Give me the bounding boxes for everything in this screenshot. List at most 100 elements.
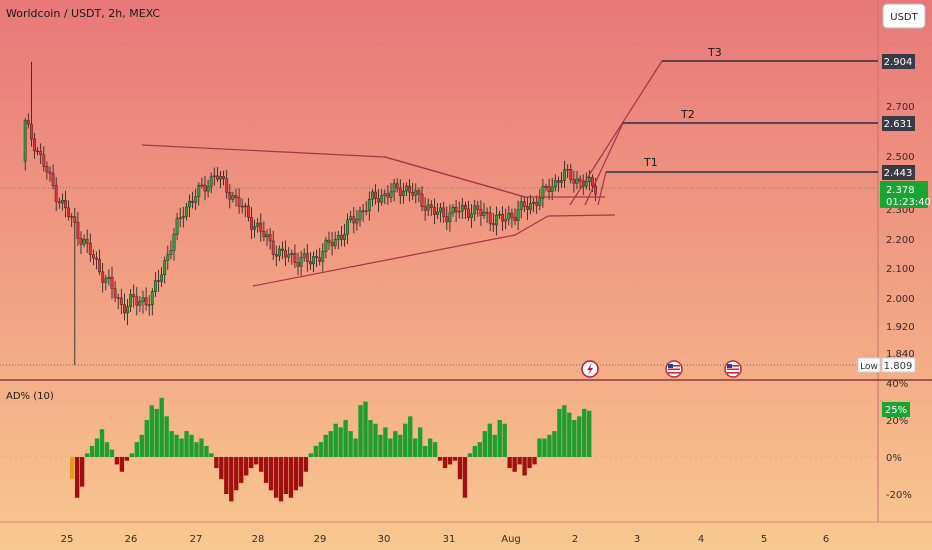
- time-axis[interactable]: 25 26 27 28 29 30 31 Aug 2 3 4 5 6: [61, 534, 830, 545]
- candle: [57, 197, 61, 209]
- candle-body: [253, 226, 256, 230]
- indicator-bar: [462, 457, 468, 498]
- indicator-bar: [134, 442, 139, 457]
- time-axis-label: 3: [634, 534, 640, 545]
- candle: [414, 183, 418, 204]
- candle-body: [26, 120, 30, 125]
- candle-body: [57, 201, 61, 204]
- candle: [169, 240, 173, 260]
- candle-body: [343, 233, 346, 240]
- us-flag-icon[interactable]: [665, 360, 683, 378]
- indicator-bar: [547, 434, 552, 457]
- candle: [349, 210, 353, 223]
- candle: [355, 209, 359, 231]
- candle: [70, 213, 74, 228]
- candle: [160, 267, 163, 288]
- indicator-tick-label: 0%: [886, 453, 902, 464]
- us-flag-icon[interactable]: [724, 360, 742, 378]
- candle: [544, 183, 548, 192]
- candle-body: [467, 208, 470, 218]
- candle: [352, 206, 356, 234]
- indicator-scale[interactable]: 40% 20% 0% -20%: [886, 379, 912, 501]
- candle-body: [240, 205, 244, 208]
- projection-line-t2[interactable]: [584, 122, 624, 206]
- candle-body: [569, 169, 573, 180]
- candle: [268, 227, 272, 250]
- candle-body: [411, 192, 415, 196]
- candle: [126, 299, 129, 326]
- candle-body: [284, 250, 287, 258]
- candle: [395, 178, 399, 193]
- candle-body: [290, 253, 294, 255]
- candle: [498, 210, 501, 219]
- candle-body: [178, 217, 182, 220]
- candle: [575, 170, 579, 190]
- candle: [402, 182, 405, 204]
- candle: [132, 284, 136, 308]
- candle-body: [262, 231, 266, 238]
- event-icons[interactable]: [581, 360, 742, 378]
- indicator-bar: [403, 423, 408, 457]
- candle: [166, 245, 170, 270]
- trendlines[interactable]: [141, 60, 663, 287]
- candle: [488, 206, 492, 232]
- target-badge-t3-value: 2.904: [884, 57, 913, 68]
- indicator-bar: [229, 457, 234, 502]
- candle-body: [392, 183, 396, 193]
- candle-body: [147, 304, 151, 307]
- candle-body: [541, 186, 545, 199]
- candle-body: [274, 254, 278, 257]
- candle-body: [457, 210, 461, 213]
- indicator-bar: [253, 457, 259, 465]
- candle-body: [426, 204, 430, 211]
- candle: [532, 197, 536, 213]
- indicator-bar: [74, 457, 80, 498]
- indicator-bar: [482, 431, 487, 457]
- indicator-bar: [263, 457, 269, 483]
- candle: [584, 172, 588, 190]
- support-segment[interactable]: [547, 214, 616, 217]
- indicator-bar: [214, 457, 219, 469]
- indicator-bar: [298, 457, 304, 487]
- candle-body: [175, 218, 179, 235]
- candle-body: [417, 190, 421, 195]
- currency-button[interactable]: USDT: [882, 3, 926, 29]
- candle: [116, 293, 120, 310]
- candle: [178, 207, 182, 228]
- candle-body: [460, 204, 464, 212]
- upper-trendline-segment[interactable]: [384, 156, 526, 198]
- candle: [495, 206, 498, 236]
- candle: [110, 266, 114, 300]
- candle-body: [157, 280, 160, 282]
- candle: [144, 287, 148, 311]
- projection-line-t3[interactable]: [569, 60, 663, 206]
- price-scale[interactable]: 2.700 2.500 2.300 2.200 2.100 2.000 1.920 1.840: [886, 102, 915, 360]
- target-lines[interactable]: T3 T2 T1: [606, 46, 878, 173]
- candle-body: [479, 209, 483, 216]
- candle-body: [64, 200, 67, 209]
- candle: [460, 198, 464, 220]
- candle-body: [101, 271, 105, 283]
- indicator-bar: [368, 420, 373, 457]
- candle-body: [132, 294, 136, 298]
- indicator-bar: [527, 457, 532, 469]
- candle-body: [67, 207, 71, 217]
- candle-body: [194, 196, 198, 203]
- candle-body: [212, 175, 216, 178]
- candle-body: [309, 261, 312, 265]
- lightning-icon[interactable]: [581, 360, 599, 378]
- time-axis-label: 2: [572, 534, 578, 545]
- candle-body: [340, 235, 343, 240]
- candle: [526, 197, 529, 220]
- lower-trendline[interactable]: [252, 215, 549, 287]
- candle: [23, 118, 27, 171]
- candle: [256, 217, 260, 233]
- candle-body: [557, 180, 560, 183]
- indicator-bar: [507, 457, 512, 469]
- candle-body: [321, 251, 325, 262]
- candle: [392, 178, 396, 202]
- projection-line-t1[interactable]: [597, 171, 607, 206]
- indicator-bar: [358, 405, 363, 457]
